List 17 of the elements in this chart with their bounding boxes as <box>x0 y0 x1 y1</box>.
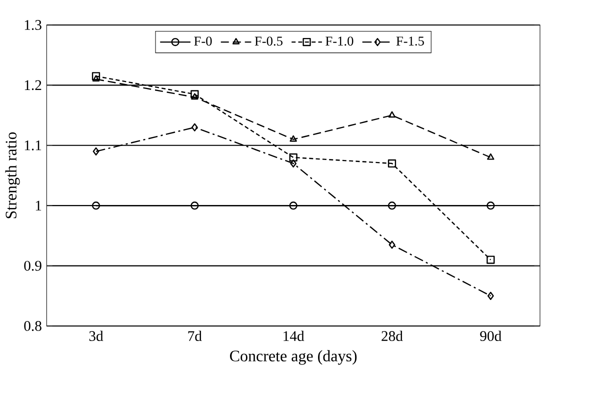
legend-label: F-1.0 <box>326 36 354 46</box>
y-axis-title: Strength ratio <box>5 132 20 218</box>
x-tick-label: 14d <box>284 330 304 342</box>
x-axis-title: Concrete age (days) <box>230 350 357 365</box>
legend-label: F-0 <box>194 36 212 46</box>
y-tick-label: 1.3 <box>24 20 42 30</box>
y-tick-label: 1.1 <box>24 140 42 150</box>
y-tick-label: 0.8 <box>24 321 42 331</box>
y-tick-label: 1 <box>36 200 42 210</box>
y-tick-label: 1.2 <box>24 80 42 90</box>
legend-label: F-0.5 <box>254 36 282 46</box>
x-tick-label: 90d <box>480 330 502 342</box>
x-tick-label: 7d <box>188 330 202 342</box>
y-tick-label: 0.9 <box>24 260 42 271</box>
x-tick-label: 28d <box>382 330 403 342</box>
x-tick-label: 3d <box>89 330 104 342</box>
legend-label: F-1.5 <box>396 36 424 46</box>
